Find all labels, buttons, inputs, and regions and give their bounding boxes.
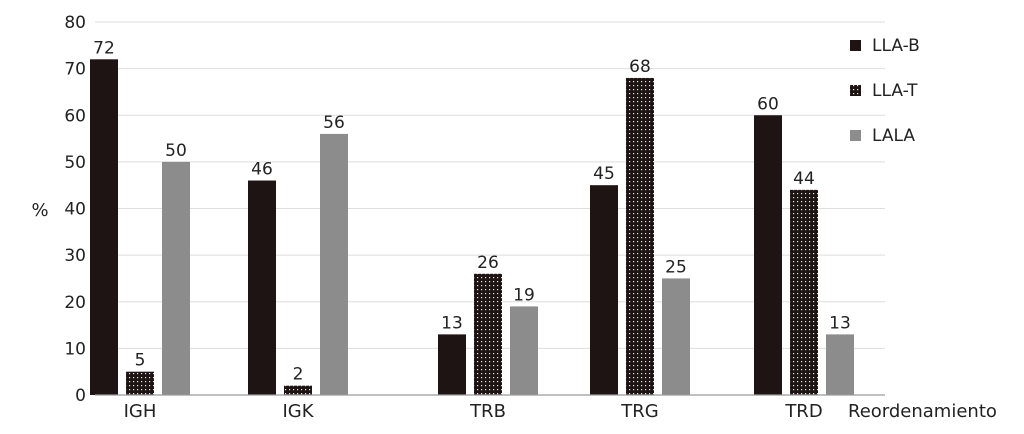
y-axis-label: % — [31, 200, 48, 221]
y-tick-label: 60 — [64, 106, 86, 126]
data-label: 26 — [477, 253, 499, 273]
data-labels: 72 5 50 46 2 56 13 26 19 45 68 25 60 44 13 — [93, 38, 851, 384]
y-tick-label: 40 — [64, 200, 86, 220]
data-label: 13 — [441, 313, 463, 333]
bar-lala-igh — [162, 161, 190, 395]
legend-swatch-lala — [850, 130, 861, 141]
y-tick-label: 20 — [64, 293, 86, 313]
y-tick-label: 70 — [64, 60, 86, 80]
data-label: 19 — [513, 285, 535, 305]
legend-label-lla-t: LLA-T — [872, 81, 918, 101]
data-label: 56 — [323, 113, 345, 133]
category-label-trb: TRB — [469, 401, 506, 422]
y-tick-label: 30 — [64, 246, 86, 266]
legend-swatch-lla-t — [850, 85, 861, 96]
bar-lla-t-trb — [474, 273, 502, 395]
data-label: 68 — [629, 57, 651, 77]
data-label: 2 — [293, 365, 304, 385]
legend-label-lla-b: LLA-B — [872, 36, 920, 56]
category-label-igk: IGK — [282, 401, 314, 422]
y-axis-ticks: 0 10 20 30 40 50 60 70 80 — [64, 13, 86, 406]
bar-lala-trd — [826, 334, 854, 395]
bar-lla-b-igk — [248, 180, 276, 395]
legend-swatch-lla-b — [850, 40, 861, 51]
bar-lla-b-trd — [754, 115, 782, 395]
data-label: 45 — [593, 164, 615, 184]
x-axis-label: Reordenamiento — [848, 401, 997, 422]
data-label: 13 — [829, 313, 851, 333]
bar-lla-b-trb — [438, 334, 466, 395]
category-label-igh: IGH — [124, 401, 157, 422]
data-label: 44 — [793, 169, 815, 189]
bar-lala-igk — [320, 133, 348, 395]
bar-lla-t-igh — [126, 371, 154, 395]
data-label: 5 — [135, 351, 146, 371]
bars — [90, 59, 854, 396]
legend: LLA-B LLA-T LALA — [850, 36, 920, 146]
data-label: 50 — [165, 141, 187, 161]
category-label-trg: TRG — [620, 401, 658, 422]
data-label: 60 — [757, 94, 779, 114]
y-tick-label: 80 — [64, 13, 86, 33]
grid-lines — [95, 21, 885, 349]
y-tick-label: 0 — [75, 386, 86, 406]
data-label: 25 — [665, 257, 687, 277]
bar-lla-t-igk — [284, 385, 312, 395]
bar-lla-t-trg — [626, 77, 654, 395]
category-label-trd: TRD — [784, 401, 822, 422]
category-labels: IGH IGK TRB TRG TRD — [124, 401, 823, 422]
bar-lla-b-trg — [590, 185, 618, 395]
bar-lala-trg — [662, 278, 690, 395]
data-label: 72 — [93, 38, 115, 58]
y-tick-label: 50 — [64, 153, 86, 173]
bar-lla-t-trd — [790, 189, 818, 395]
data-label: 46 — [251, 160, 273, 180]
bar-lla-b-igh — [90, 59, 118, 396]
y-tick-label: 10 — [64, 339, 86, 359]
legend-label-lala: LALA — [872, 126, 915, 146]
bar-lala-trb — [510, 306, 538, 395]
